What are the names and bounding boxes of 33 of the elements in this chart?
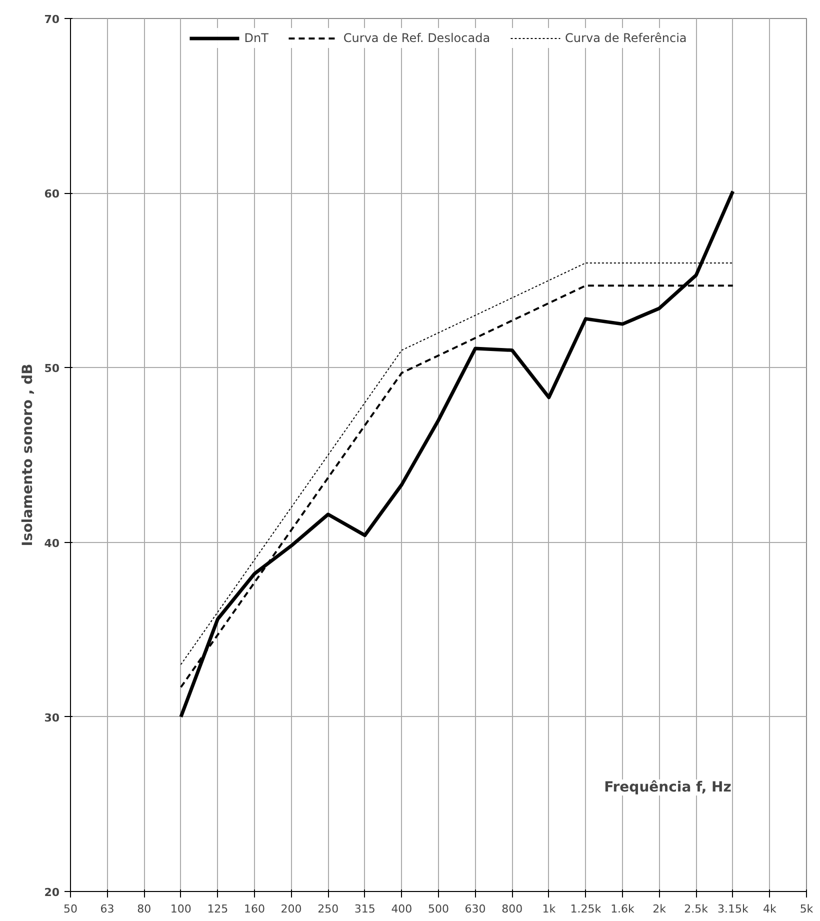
x-tick-label: 2.5k (684, 902, 709, 916)
x-tick-label: 160 (244, 902, 265, 916)
x-tick-label: 80 (137, 902, 152, 916)
x-axis-title: Frequência f, Hz (604, 779, 732, 796)
x-tick-label: 1.25k (570, 902, 602, 916)
legend-label: Curva de Ref. Deslocada (343, 31, 490, 45)
y-axis-title: Isolamento sonoro , dB (20, 364, 36, 546)
legend-label: Curva de Referência (565, 31, 687, 45)
x-tick-label: 400 (391, 902, 412, 916)
y-tick-label: 70 (44, 13, 60, 26)
y-tick-label: 50 (44, 362, 60, 376)
x-tick-label: 125 (207, 902, 228, 916)
y-tick-label: 30 (44, 711, 60, 724)
x-tick-label: 200 (280, 902, 302, 916)
x-tick-label: 250 (318, 902, 339, 916)
x-tick-label: 3.15k (717, 902, 749, 916)
x-tick-label: 500 (428, 902, 449, 916)
y-tick-label: 20 (44, 886, 60, 899)
y-tick-label: 40 (44, 536, 60, 550)
x-tick-label: 5k (800, 902, 814, 916)
x-tick-label: 63 (100, 902, 114, 916)
line-series (179, 190, 735, 719)
x-tick-label: 1k (542, 902, 556, 916)
x-tick-label: 1.6k (610, 902, 636, 916)
x-tick-label: 4k (763, 902, 778, 916)
x-tick-label: 315 (354, 902, 376, 916)
x-tick-label: 100 (170, 902, 192, 916)
x-tick-label: 50 (64, 902, 78, 916)
y-tick-label: 60 (44, 188, 60, 201)
x-tick-label: 2k (652, 902, 667, 916)
x-tick-label: 800 (502, 902, 523, 916)
legend-label: DnT (244, 31, 268, 45)
x-tick-label: 630 (464, 902, 486, 916)
